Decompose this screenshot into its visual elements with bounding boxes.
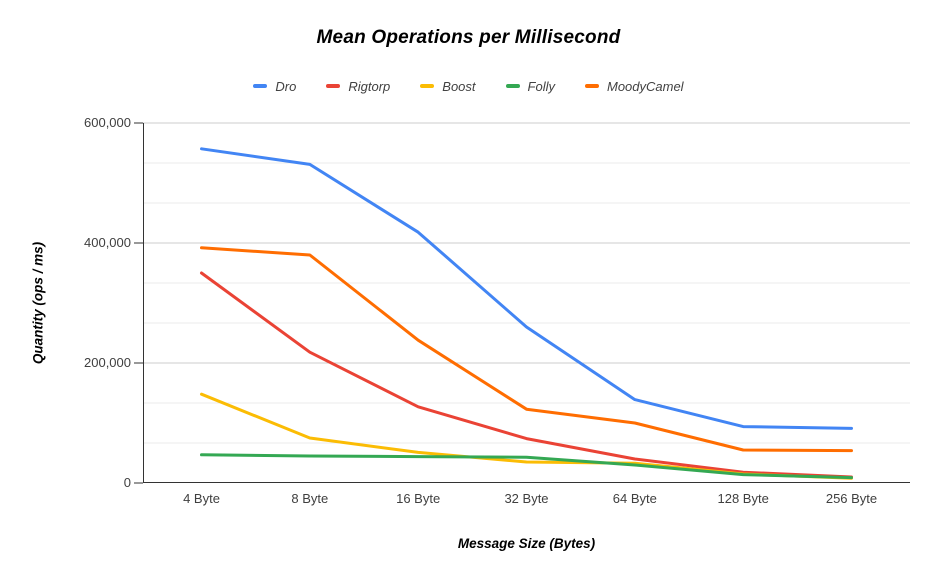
legend-label-dro: Dro [275,78,297,94]
x-tick-label: 256 Byte [825,491,878,506]
series-line-moodycamel [200,246,853,453]
legend-swatch-boost [420,84,435,88]
series-line-dro [200,147,853,430]
y-axis-title: Quantity (ops / ms) [30,241,46,365]
legend-item-folly: Folly [505,78,555,94]
x-axis-title: Message Size (Bytes) [457,536,596,551]
legend-label-rigtorp: Rigtorp [348,78,391,94]
x-tick-label: 64 Byte [612,491,657,506]
chart-title: Mean Operations per Millisecond [316,27,621,48]
legend-swatch-moodycamel [584,84,599,88]
y-tick-label: 0 [123,475,131,490]
legend-item-moodycamel: MoodyCamel [584,78,684,94]
y-tick-label: 400,000 [84,235,131,250]
legend-item-boost: Boost [420,78,476,94]
series-line-folly [200,453,853,480]
legend-label-moodycamel: MoodyCamel [606,78,684,94]
x-tick-label: 32 Byte [504,491,549,506]
series-line-rigtorp [200,271,853,479]
legend-item-rigtorp: Rigtorp [326,79,390,94]
x-tick-label: 128 Byte [717,491,769,506]
legend-swatch-dro [253,84,268,88]
legend-label-boost: Boost [442,78,476,94]
series-line-boost [200,392,853,480]
x-tick-label: 16 Byte [396,491,441,506]
legend-swatch-rigtorp [326,84,341,88]
legend: Dro Rigtorp Boost Folly MoodyCamel [0,77,937,95]
y-tick-label: 200,000 [84,355,131,370]
x-tick-label: 8 Byte [291,491,329,506]
legend-swatch-folly [505,84,520,88]
legend-item-dro: Dro [253,79,296,94]
x-tick-label: 4 Byte [183,491,220,506]
y-tick-label: 600,000 [84,115,131,130]
plot-area [134,122,910,484]
legend-label-folly: Folly [527,78,555,94]
